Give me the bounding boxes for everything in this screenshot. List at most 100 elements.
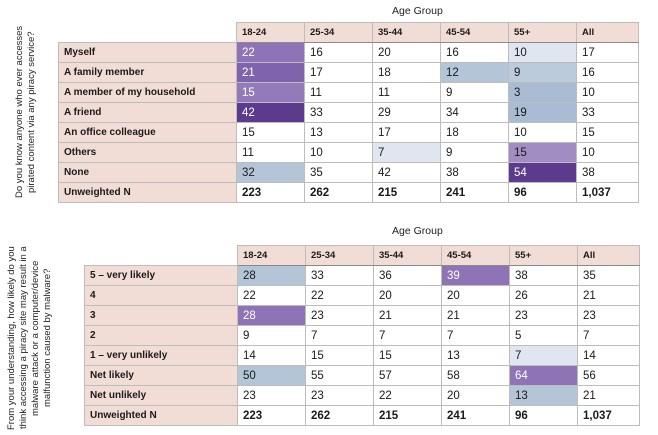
value-cell: 38 — [509, 265, 578, 286]
table-row: 3 28 23 21 21 23 23 — [84, 305, 640, 326]
value-cell: 21 — [441, 305, 510, 326]
value-cell: 21 — [577, 385, 640, 406]
value-cell: 3 — [508, 82, 577, 103]
row-label: None — [58, 162, 237, 183]
value-cell: 26 — [509, 285, 578, 306]
value-cell: 17 — [576, 42, 639, 63]
value-cell: 36 — [373, 265, 442, 286]
row-label: A friend — [58, 102, 237, 123]
value-cell: 7 — [509, 345, 578, 366]
row-label: 2 — [84, 325, 238, 346]
value-cell: 23 — [577, 305, 640, 326]
value-cell: 22 — [237, 285, 306, 306]
question-label-2: From your understanding, how likely do y… — [6, 246, 53, 430]
value-cell: 39 — [441, 265, 510, 286]
value-cell: 38 — [576, 162, 639, 183]
value-cell: 33 — [576, 102, 639, 123]
value-cell: 34 — [440, 102, 509, 123]
value-cell: 42 — [236, 102, 305, 123]
value-cell: 57 — [373, 365, 442, 386]
row-label: A family member — [58, 62, 237, 83]
value-cell: 14 — [237, 345, 306, 366]
value-cell: 28 — [237, 265, 306, 286]
value-cell: 7 — [305, 325, 374, 346]
value-cell: 20 — [373, 285, 442, 306]
value-cell: 11 — [372, 82, 441, 103]
table-row: A friend 42 33 29 34 19 33 — [58, 102, 639, 123]
row-label: 4 — [84, 285, 238, 306]
value-cell: 15 — [305, 345, 374, 366]
value-cell: 15 — [576, 122, 639, 143]
row-label: A member of my household — [58, 82, 237, 103]
column-header: 18-24 — [236, 22, 305, 43]
value-cell: 7 — [577, 325, 640, 346]
value-cell: 13 — [509, 385, 578, 406]
value-cell: 21 — [373, 305, 442, 326]
table-row: A family member 21 17 18 12 9 16 — [58, 62, 639, 83]
value-cell: 215 — [372, 182, 441, 203]
row-label: Others — [58, 142, 237, 163]
value-cell: 29 — [372, 102, 441, 123]
row-label: Net unlikely — [84, 385, 238, 406]
value-cell: 23 — [237, 385, 306, 406]
value-cell: 55 — [305, 365, 374, 386]
value-cell: 241 — [440, 182, 509, 203]
column-header: All — [576, 22, 639, 43]
value-cell: 13 — [441, 345, 510, 366]
value-cell: 23 — [305, 305, 374, 326]
value-cell: 215 — [373, 405, 442, 426]
value-cell: 56 — [577, 365, 640, 386]
value-cell: 22 — [373, 385, 442, 406]
row-label: 1 – very unlikely — [84, 345, 238, 366]
row-label: Myself — [58, 42, 237, 63]
value-cell: 22 — [305, 285, 374, 306]
column-header: All — [577, 245, 640, 266]
value-cell: 1,037 — [577, 405, 640, 426]
value-cell: 38 — [440, 162, 509, 183]
value-cell: 20 — [372, 42, 441, 63]
value-cell: 28 — [237, 305, 306, 326]
row-label: 5 – very likely — [84, 265, 238, 286]
column-header: 25-34 — [305, 245, 374, 266]
value-cell: 262 — [304, 182, 373, 203]
age-group-title-2: Age Group — [392, 225, 443, 237]
value-cell: 9 — [440, 142, 509, 163]
value-cell: 7 — [373, 325, 442, 346]
value-cell: 7 — [372, 142, 441, 163]
table-row: 5 – very likely 28 33 36 39 38 35 — [84, 265, 640, 286]
column-header: 45-54 — [441, 245, 510, 266]
value-cell: 223 — [236, 182, 305, 203]
corner-cell — [58, 22, 237, 43]
table-row: Myself 22 16 20 16 10 17 — [58, 42, 639, 63]
column-header: 45-54 — [440, 22, 509, 43]
value-cell: 33 — [305, 265, 374, 286]
table-row: 4 22 22 20 20 26 21 — [84, 285, 640, 306]
value-cell: 10 — [304, 142, 373, 163]
value-cell: 10 — [576, 142, 639, 163]
value-cell: 223 — [237, 405, 306, 426]
value-cell: 16 — [576, 62, 639, 83]
value-cell: 23 — [305, 385, 374, 406]
unweighted-n-row: Unweighted N 223 262 215 241 96 1,037 — [58, 182, 639, 203]
corner-cell — [84, 245, 238, 266]
column-header: 35-44 — [372, 22, 441, 43]
header-row: 18-24 25-34 35-44 45-54 55+ All — [58, 22, 639, 43]
value-cell: 9 — [237, 325, 306, 346]
value-cell: 17 — [372, 122, 441, 143]
value-cell: 23 — [509, 305, 578, 326]
value-cell: 10 — [508, 42, 577, 63]
value-cell: 10 — [576, 82, 639, 103]
value-cell: 1,037 — [576, 182, 639, 203]
value-cell: 54 — [508, 162, 577, 183]
value-cell: 9 — [508, 62, 577, 83]
table-row: Others 11 10 7 9 15 10 — [58, 142, 639, 163]
crosstab-table-2: 18-24 25-34 35-44 45-54 55+ All 5 – very likel… — [84, 245, 640, 426]
header-row: 18-24 25-34 35-44 45-54 55+ All — [84, 245, 640, 266]
value-cell: 58 — [441, 365, 510, 386]
value-cell: 35 — [304, 162, 373, 183]
value-cell: 18 — [372, 62, 441, 83]
value-cell: 15 — [236, 82, 305, 103]
table-row: An office colleague 15 13 17 18 10 15 — [58, 122, 639, 143]
value-cell: 20 — [441, 285, 510, 306]
